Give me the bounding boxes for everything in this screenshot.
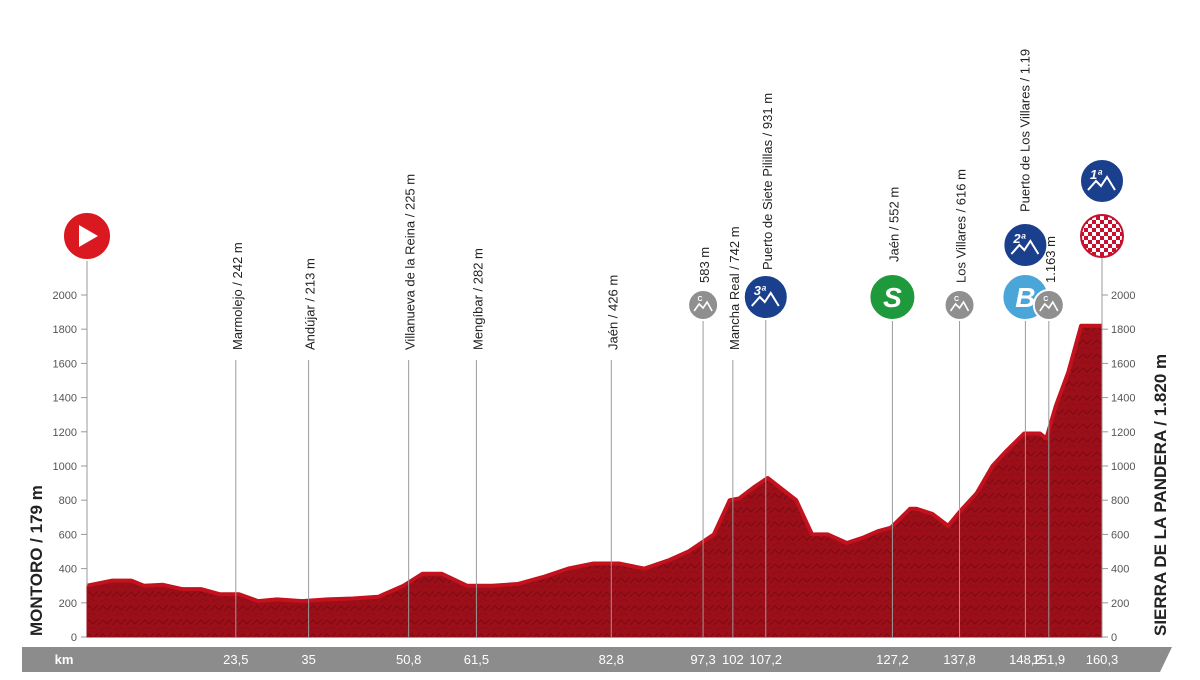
- unclassified-climb-icon: [1032, 289, 1065, 321]
- y-tick-label-right: 1400: [1111, 393, 1135, 405]
- y-axis-right: 0 200 400 600 800 1000 1200 1400 1600 1800 2000: [1101, 290, 1135, 644]
- km-axis-label: km: [55, 652, 74, 667]
- waypoint-label: Mancha Real / 742 m: [727, 226, 742, 350]
- x-tick-label: 23,5: [223, 652, 248, 667]
- finish-flag-icon: [1080, 214, 1124, 258]
- waypoint-label: Andújar / 213 m: [303, 258, 318, 350]
- mountain-icon: [1087, 175, 1116, 191]
- y-tick-label-right: 1200: [1111, 427, 1135, 439]
- side-labels: MONTORO / 179 m SIERRA DE LA PANDERA / 1…: [27, 354, 1170, 636]
- y-tick-label-left: 600: [59, 529, 77, 541]
- category-2-icon: [1002, 222, 1049, 268]
- waypoint-labels: Marmolejo / 242 m Andújar / 213 m Villanue…: [230, 49, 1058, 350]
- sprint-icon-text: S: [883, 282, 902, 313]
- y-axis-left: 0 200 400 600 800 1000 1200 1400 1600 1800 2000: [53, 290, 88, 644]
- waypoint-label: Villanueva de la Reina / 225 m: [403, 174, 418, 350]
- y-tick-label-right: 1600: [1111, 358, 1135, 370]
- y-tick-label-right: 1800: [1111, 324, 1135, 336]
- category-2-icon-text: 2ª: [1012, 231, 1026, 246]
- km-axis-band: km 23,5 35 50,8 61,5 82,8 97,3 102 107,2 127,2 137…: [22, 647, 1172, 672]
- waypoint-label: Puerto de Siete Pilillas / 931 m: [760, 93, 775, 270]
- waypoint-label: 583 m: [697, 247, 712, 283]
- y-tick-label-left: 400: [59, 564, 77, 576]
- x-tick-label: 160,3: [1086, 652, 1119, 667]
- elevation-area-fill: [86, 325, 1103, 638]
- y-tick-label-right: 400: [1111, 564, 1129, 576]
- y-tick-label-left: 1600: [53, 358, 77, 370]
- unclassified-climb-icon: [687, 289, 720, 321]
- y-tick-label-left: 1200: [53, 427, 77, 439]
- waypoint-label: Los Villares / 616 m: [954, 169, 969, 283]
- y-tick-label-left: 1000: [53, 461, 77, 473]
- mountain-icon: [1010, 239, 1040, 255]
- x-tick-label: 148,2: [1009, 652, 1042, 667]
- mountain-icon: [1039, 300, 1059, 312]
- y-tick-label-left: 2000: [53, 290, 77, 302]
- mountain-icon: [949, 300, 970, 312]
- x-tick-label: 97,3: [690, 652, 715, 667]
- y-tick-label-left: 1400: [53, 393, 77, 405]
- waypoint-label: 1.163 m: [1043, 236, 1058, 283]
- x-tick-label: 127,2: [876, 652, 909, 667]
- x-tick-label: 151,9: [1033, 652, 1066, 667]
- x-tick-label: 82,8: [599, 652, 624, 667]
- x-tick-label: 102: [722, 652, 744, 667]
- x-tick-label: 137,8: [943, 652, 976, 667]
- y-tick-label-right: 800: [1111, 495, 1129, 507]
- start-location-label: MONTORO / 179 m: [27, 485, 46, 636]
- category-1-icon-text: 1ª: [1090, 167, 1103, 182]
- x-tick-label: 50,8: [396, 652, 421, 667]
- category-3-icon: [742, 274, 789, 320]
- category-mark: C: [698, 296, 703, 303]
- mountain-icon: [751, 291, 780, 307]
- elevation-area-rim: [86, 323, 1102, 604]
- waypoint-label: Marmolejo / 242 m: [230, 242, 245, 350]
- y-tick-label-left: 200: [59, 598, 77, 610]
- y-tick-label-right: 2000: [1111, 290, 1135, 302]
- category-mark: C: [954, 296, 959, 303]
- waypoint-label: Jaén / 552 m: [886, 187, 901, 262]
- x-tick-label: 107,2: [750, 652, 783, 667]
- mountain-icon: [693, 300, 713, 312]
- unclassified-climb-icon: [943, 289, 976, 321]
- y-tick-label-left: 0: [71, 632, 77, 644]
- bonus-icon-text: B: [1015, 282, 1035, 313]
- y-tick-label-right: 1000: [1111, 461, 1135, 473]
- y-tick-label-right: 600: [1111, 529, 1129, 541]
- sprint-icon: [868, 273, 917, 321]
- y-tick-label-right: 0: [1111, 632, 1117, 644]
- finish-location-label: SIERRA DE LA PANDERA / 1.820 m: [1151, 354, 1170, 636]
- y-tick-label-left: 800: [59, 495, 77, 507]
- x-tick-label: 35: [301, 652, 315, 667]
- category-3-icon-text: 3ª: [754, 283, 767, 298]
- waypoint-label: Jaén / 426 m: [605, 275, 620, 350]
- category-mark: C: [1043, 296, 1048, 303]
- category-1-icon: [1079, 158, 1125, 204]
- waypoint-badges: C 3ª S C 2ª B C 1ª: [62, 158, 1125, 321]
- play-icon: [79, 225, 98, 247]
- elevation-area: [86, 323, 1103, 638]
- y-tick-label-right: 200: [1111, 598, 1129, 610]
- waypoint-label: Mengíbar / 282 m: [470, 248, 485, 350]
- waypoint-label: Puerto de Los Villares / 1.19: [1017, 49, 1032, 212]
- waypoint-lines: [86, 257, 1103, 637]
- km-band: [22, 647, 1172, 672]
- x-tick-label: 61,5: [464, 652, 489, 667]
- y-tick-label-left: 1800: [53, 324, 77, 336]
